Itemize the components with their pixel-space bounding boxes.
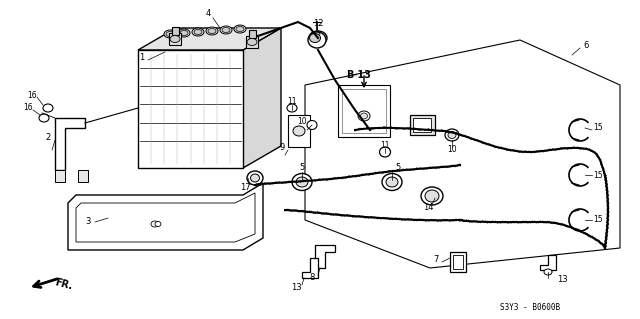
Text: 15: 15 bbox=[593, 123, 603, 132]
Bar bbox=[453, 255, 463, 269]
Ellipse shape bbox=[222, 27, 230, 33]
Text: 13: 13 bbox=[291, 284, 301, 293]
Text: 6: 6 bbox=[583, 41, 589, 49]
Ellipse shape bbox=[250, 174, 259, 182]
Text: 10: 10 bbox=[447, 145, 457, 154]
Text: 11: 11 bbox=[380, 140, 390, 150]
Bar bbox=[288, 115, 310, 147]
Polygon shape bbox=[540, 255, 556, 270]
Ellipse shape bbox=[166, 32, 174, 36]
Polygon shape bbox=[243, 28, 281, 168]
Ellipse shape bbox=[544, 269, 552, 275]
Bar bbox=[413, 118, 431, 132]
Bar bbox=[138, 50, 243, 168]
Ellipse shape bbox=[445, 129, 459, 141]
Text: 14: 14 bbox=[423, 204, 433, 212]
Ellipse shape bbox=[39, 114, 49, 122]
Ellipse shape bbox=[360, 113, 367, 119]
Polygon shape bbox=[68, 183, 263, 250]
Ellipse shape bbox=[220, 26, 232, 34]
Text: 12: 12 bbox=[313, 19, 323, 28]
Text: 1: 1 bbox=[140, 53, 145, 62]
Text: 13: 13 bbox=[557, 276, 567, 285]
Ellipse shape bbox=[309, 31, 327, 45]
Text: 3: 3 bbox=[85, 218, 91, 226]
Ellipse shape bbox=[287, 104, 297, 112]
Ellipse shape bbox=[247, 39, 257, 46]
Bar bbox=[410, 115, 435, 135]
Text: 4: 4 bbox=[205, 10, 211, 19]
Text: 7: 7 bbox=[433, 256, 438, 264]
Text: 11: 11 bbox=[287, 98, 297, 107]
Bar bbox=[249, 30, 256, 38]
Ellipse shape bbox=[164, 30, 176, 38]
Ellipse shape bbox=[155, 221, 161, 226]
Ellipse shape bbox=[382, 174, 402, 190]
Ellipse shape bbox=[448, 131, 456, 138]
Polygon shape bbox=[305, 40, 620, 268]
Text: FR.: FR. bbox=[54, 277, 74, 292]
Ellipse shape bbox=[296, 177, 308, 187]
Text: 2: 2 bbox=[45, 133, 51, 143]
Text: 5: 5 bbox=[396, 164, 401, 173]
Bar bbox=[450, 252, 466, 272]
Ellipse shape bbox=[358, 111, 370, 121]
Ellipse shape bbox=[194, 29, 202, 34]
Ellipse shape bbox=[234, 25, 246, 33]
Bar bbox=[246, 36, 258, 48]
Polygon shape bbox=[76, 193, 255, 242]
Bar bbox=[55, 170, 65, 182]
Polygon shape bbox=[55, 118, 85, 170]
Ellipse shape bbox=[308, 32, 326, 48]
Text: B-13: B-13 bbox=[346, 70, 371, 80]
Ellipse shape bbox=[247, 171, 263, 185]
Bar bbox=[172, 27, 179, 35]
Ellipse shape bbox=[293, 126, 305, 136]
Ellipse shape bbox=[43, 104, 53, 112]
Ellipse shape bbox=[170, 35, 180, 42]
Ellipse shape bbox=[380, 147, 390, 157]
Bar bbox=[169, 33, 181, 45]
Text: S3Y3 - B0600B: S3Y3 - B0600B bbox=[500, 303, 560, 313]
Ellipse shape bbox=[292, 174, 312, 190]
Ellipse shape bbox=[386, 177, 398, 187]
Polygon shape bbox=[302, 258, 318, 278]
Ellipse shape bbox=[236, 26, 244, 32]
Bar bbox=[78, 170, 88, 182]
Text: 9: 9 bbox=[280, 144, 285, 152]
Polygon shape bbox=[138, 28, 281, 50]
Ellipse shape bbox=[192, 28, 204, 36]
Ellipse shape bbox=[180, 31, 188, 35]
Text: 17: 17 bbox=[240, 183, 250, 192]
Ellipse shape bbox=[310, 32, 320, 40]
Ellipse shape bbox=[307, 121, 317, 130]
Ellipse shape bbox=[206, 27, 218, 35]
Ellipse shape bbox=[425, 190, 439, 202]
Text: 16: 16 bbox=[23, 103, 33, 113]
Ellipse shape bbox=[310, 33, 321, 42]
Text: 15: 15 bbox=[593, 216, 603, 225]
Text: 15: 15 bbox=[593, 170, 603, 180]
Text: 5: 5 bbox=[300, 164, 305, 173]
Ellipse shape bbox=[208, 28, 216, 33]
Ellipse shape bbox=[178, 29, 190, 37]
Ellipse shape bbox=[421, 187, 443, 205]
Text: 8: 8 bbox=[309, 273, 315, 283]
Polygon shape bbox=[315, 245, 335, 268]
Bar bbox=[338, 85, 390, 137]
Text: 10: 10 bbox=[297, 117, 307, 127]
Ellipse shape bbox=[151, 221, 159, 227]
Text: 16: 16 bbox=[27, 91, 37, 100]
Bar bbox=[342, 89, 386, 133]
